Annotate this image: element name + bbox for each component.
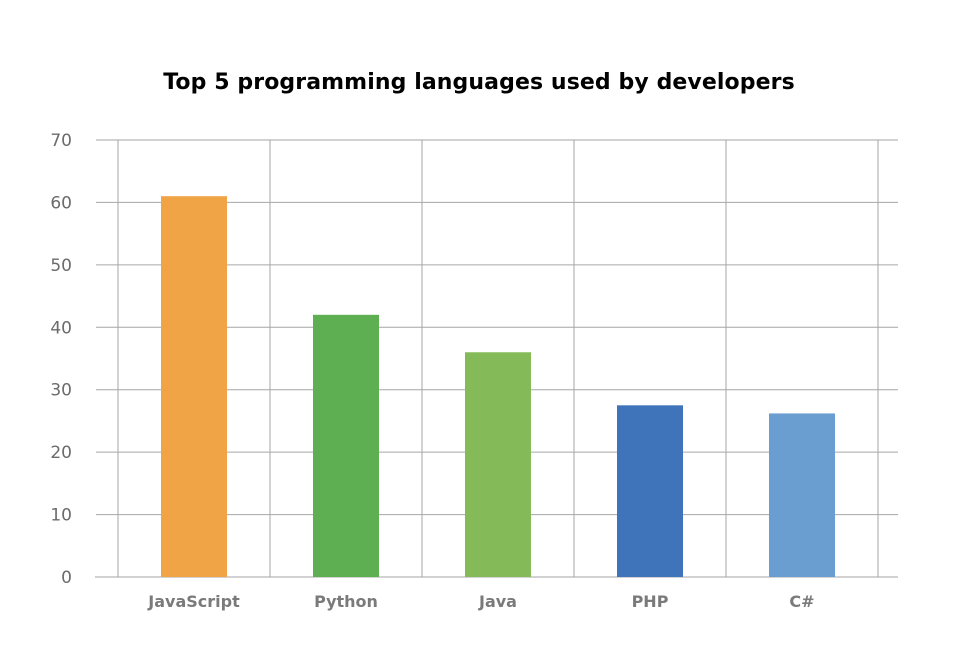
bar-python [313,314,379,577]
y-tick-label: 10 [50,506,72,526]
x-category-label: Java [478,592,517,611]
x-category-label: JavaScript [147,592,240,611]
x-category-label: C# [789,592,814,611]
bar-java [465,352,531,577]
y-tick-label: 40 [50,318,72,338]
bar-c- [769,413,835,577]
bar-php [617,405,683,577]
y-tick-label: 70 [50,131,72,151]
chart-title: Top 5 programming languages used by deve… [163,70,795,95]
bar-javascript [161,196,227,577]
x-category-label: Python [314,592,378,611]
x-category-label: PHP [632,592,669,611]
y-tick-label: 50 [50,256,72,276]
y-tick-label: 0 [61,568,72,588]
y-tick-label: 30 [50,381,72,401]
y-tick-label: 20 [50,443,72,463]
y-tick-label: 60 [50,193,72,213]
